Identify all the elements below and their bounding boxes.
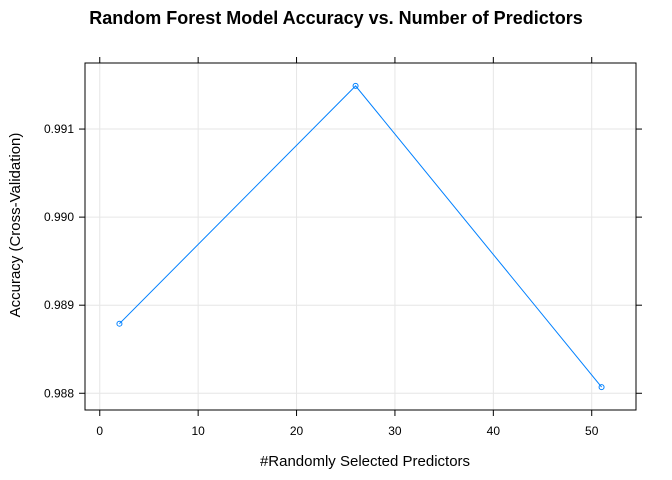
y-tick-label: 0.990 bbox=[44, 210, 74, 224]
data-point bbox=[116, 320, 123, 327]
tick-layer: 0 10 20 30 40 50 0.988 0.989 0.990 0.991 bbox=[44, 57, 642, 438]
chart-title: Random Forest Model Accuracy vs. Number … bbox=[89, 8, 582, 28]
x-tick-label: 50 bbox=[585, 424, 599, 438]
x-tick-label: 40 bbox=[487, 424, 501, 438]
data-point bbox=[352, 82, 359, 89]
x-tick-label: 30 bbox=[388, 424, 402, 438]
data-point bbox=[598, 384, 605, 391]
x-tick-label: 20 bbox=[290, 424, 304, 438]
series-layer bbox=[116, 82, 605, 391]
series-line bbox=[119, 85, 602, 388]
y-tick-label: 0.991 bbox=[44, 122, 74, 136]
y-axis-label: Accuracy (Cross-Validation) bbox=[7, 133, 24, 318]
x-axis-label: #Randomly Selected Predictors bbox=[260, 453, 470, 470]
y-tick-label: 0.988 bbox=[44, 386, 74, 400]
y-tick-label: 0.989 bbox=[44, 298, 74, 312]
plot-frame bbox=[84, 62, 637, 411]
x-tick-label: 10 bbox=[191, 424, 205, 438]
grid-layer bbox=[85, 63, 636, 410]
x-tick-label: 0 bbox=[96, 424, 103, 438]
